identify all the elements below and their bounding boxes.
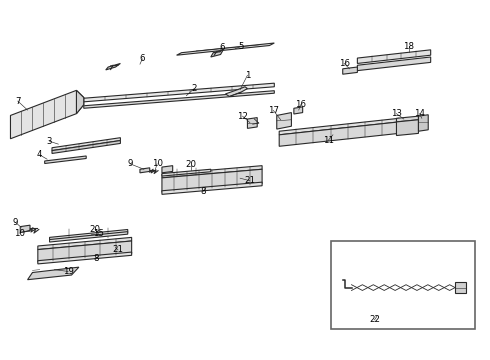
Text: 8: 8 — [93, 255, 98, 264]
Polygon shape — [162, 166, 172, 173]
Polygon shape — [10, 90, 84, 139]
Text: 19: 19 — [63, 267, 74, 276]
Polygon shape — [279, 122, 399, 146]
Text: 13: 13 — [391, 109, 402, 118]
Polygon shape — [38, 241, 132, 262]
Text: 22: 22 — [369, 315, 380, 324]
Polygon shape — [162, 166, 262, 178]
Polygon shape — [357, 57, 431, 71]
Polygon shape — [52, 140, 121, 153]
Text: 7: 7 — [15, 96, 21, 105]
Polygon shape — [211, 50, 223, 57]
Text: 6: 6 — [140, 54, 145, 63]
Text: 9: 9 — [13, 218, 18, 227]
Polygon shape — [140, 168, 150, 173]
Polygon shape — [176, 43, 274, 55]
Text: 20: 20 — [186, 160, 197, 169]
Polygon shape — [27, 267, 79, 280]
Polygon shape — [279, 118, 399, 135]
Polygon shape — [396, 120, 418, 135]
Polygon shape — [52, 138, 121, 150]
Text: 10: 10 — [14, 229, 25, 238]
Text: 10: 10 — [151, 159, 163, 168]
Bar — [455, 282, 466, 293]
Text: 14: 14 — [414, 109, 425, 118]
Polygon shape — [294, 107, 303, 114]
Text: 20: 20 — [90, 225, 100, 234]
Polygon shape — [343, 67, 357, 74]
Polygon shape — [162, 169, 211, 176]
Polygon shape — [45, 156, 86, 163]
Text: 16: 16 — [339, 59, 350, 68]
Polygon shape — [106, 63, 121, 70]
Polygon shape — [49, 231, 128, 242]
Polygon shape — [247, 118, 257, 129]
Polygon shape — [162, 169, 262, 192]
Polygon shape — [84, 83, 274, 102]
Polygon shape — [76, 90, 84, 114]
Text: 5: 5 — [239, 42, 245, 51]
Text: 17: 17 — [268, 106, 279, 115]
Polygon shape — [396, 116, 418, 122]
Text: 21: 21 — [113, 246, 123, 255]
Text: 16: 16 — [295, 100, 306, 109]
Text: 9: 9 — [127, 159, 133, 168]
Text: 1: 1 — [245, 71, 250, 80]
Text: 18: 18 — [403, 42, 414, 51]
Polygon shape — [277, 113, 292, 129]
Polygon shape — [357, 50, 431, 63]
Text: 15: 15 — [93, 229, 104, 238]
Polygon shape — [162, 182, 262, 194]
Text: 6: 6 — [220, 43, 225, 52]
Text: 12: 12 — [237, 112, 248, 121]
Polygon shape — [418, 115, 428, 131]
Text: 2: 2 — [191, 84, 196, 93]
Text: 3: 3 — [47, 137, 52, 146]
Text: 4: 4 — [37, 150, 43, 159]
Text: 8: 8 — [201, 186, 206, 195]
Polygon shape — [49, 229, 128, 240]
Text: 11: 11 — [322, 136, 334, 145]
Polygon shape — [84, 91, 274, 108]
Bar — [331, 241, 475, 329]
Polygon shape — [38, 237, 132, 249]
Polygon shape — [38, 252, 132, 264]
Text: 21: 21 — [245, 176, 255, 185]
Polygon shape — [20, 225, 30, 232]
Polygon shape — [225, 87, 247, 96]
